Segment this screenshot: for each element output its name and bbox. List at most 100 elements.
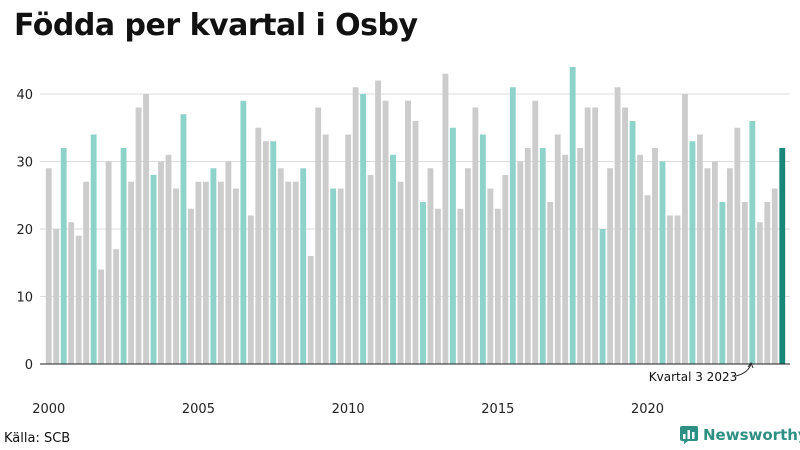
bar: 2006 Q2: 26 — [232, 188, 239, 364]
bar: 2017 Q4: 32 — [577, 148, 584, 364]
bar: 2015 Q2: 28 — [502, 175, 509, 364]
bar: undefined: 26 — [771, 188, 778, 364]
bar: 2010 Q1: 34 — [345, 134, 352, 364]
bar: 2019 Q1: 41 — [614, 87, 621, 364]
x-tick-label: 2005 — [182, 402, 215, 417]
bar: 2004 Q4: 23 — [188, 208, 194, 364]
bar: 2006 Q4: 22 — [247, 215, 254, 364]
bar: 2004 Q2: 26 — [173, 188, 179, 364]
bar: 2020 Q2: 32 — [652, 148, 658, 364]
bar: 2023 Q1: 35 — [734, 127, 741, 364]
bar: 2015 Q1: 23 — [494, 208, 501, 364]
bar: 2012 Q4: 29 — [427, 168, 434, 364]
bar: 2011 Q1: 42 — [375, 80, 381, 364]
x-tick-label: 2015 — [481, 402, 514, 417]
bar: 2009 Q3: 26 — [330, 188, 337, 364]
bar: 2003 Q3: 28 — [150, 175, 157, 364]
y-tick-label: 10 — [16, 291, 33, 306]
y-tick-label: 30 — [16, 156, 33, 171]
y-tick-label: 20 — [16, 223, 33, 238]
bar: 2022 Q1: 29 — [704, 168, 711, 364]
bar: 2011 Q4: 27 — [397, 181, 404, 364]
bar: 2018 Q2: 38 — [592, 107, 599, 364]
bar: 2021 Q4: 34 — [697, 134, 703, 364]
bar: 2000 Q3: 32 — [60, 148, 67, 364]
bar: 2005 Q3: 29 — [210, 168, 217, 364]
bar: 2004 Q3: 37 — [180, 114, 187, 364]
newsworthy-logo: Newsworthy — [680, 426, 800, 444]
bar: 2021 Q2: 40 — [682, 94, 688, 364]
bar: 2004 Q1: 31 — [165, 154, 172, 364]
bar: 2001 Q2: 27 — [83, 181, 90, 364]
bar: 2007 Q4: 29 — [277, 168, 284, 364]
bar: 2003 Q1: 38 — [135, 107, 142, 364]
y-axis-labels: 0 10 20 30 40 — [16, 88, 33, 373]
bar: 2011 Q3: 31 — [390, 154, 396, 364]
bar: 2021 Q3: 33 — [689, 141, 696, 364]
bar: 2015 Q3: 41 — [509, 87, 516, 364]
bar: 2017 Q1: 34 — [554, 134, 561, 364]
bar: 2012 Q2: 36 — [412, 121, 419, 364]
bar: 2020 Q3: 30 — [659, 161, 666, 364]
bar: 2012 Q3: 24 — [420, 202, 426, 364]
bar: 2008 Q1: 27 — [285, 181, 292, 364]
bar: 2000 Q4: 21 — [68, 222, 75, 364]
bar: 2002 Q3: 32 — [120, 148, 127, 364]
bar: 2003 Q2: 40 — [143, 94, 149, 364]
bar: 2014 Q4: 26 — [487, 188, 494, 364]
latest-annotation-text: Kvartal 3 2023 — [649, 370, 737, 384]
bar-chart: 0 10 20 30 40 2000 Q1: 292000 Q2: 202000 Q3:… — [16, 67, 790, 417]
bar: 2014 Q2: 38 — [472, 107, 479, 364]
bar: 2019 Q3: 36 — [629, 121, 636, 364]
bar: 2005 Q4: 27 — [217, 181, 224, 364]
bar: 2014 Q1: 29 — [464, 168, 471, 364]
bar: 2001 Q3: 34 — [90, 134, 97, 364]
bar: 2013 Q4: 23 — [457, 208, 464, 364]
bar: 2023 Q2: 24 — [741, 202, 748, 364]
bar: 2010 Q4: 28 — [367, 175, 374, 364]
chart-logo-icon — [680, 426, 698, 444]
bar: 2010 Q3: 40 — [360, 94, 367, 364]
bar: 2013 Q1: 23 — [435, 208, 441, 364]
bar: 2019 Q4: 31 — [637, 154, 643, 364]
bar: 2008 Q2: 27 — [292, 181, 299, 364]
source-label: Källa: SCB — [4, 431, 71, 446]
bar: 2013 Q2: 43 — [442, 73, 449, 364]
bar: 2007 Q2: 33 — [262, 141, 269, 364]
latest-annotation: Kvartal 3 2023 — [649, 361, 754, 384]
bar: 2001 Q4: 14 — [98, 269, 105, 364]
bar: 2018 Q1: 38 — [584, 107, 591, 364]
annotation-arrowhead — [747, 361, 754, 369]
logo-text: Newsworthy — [703, 426, 800, 444]
bar: 2008 Q3: 29 — [300, 168, 307, 364]
bar: 2007 Q1: 35 — [255, 127, 262, 364]
bar: 2023 Q3: 36 — [749, 121, 756, 364]
bar: 2006 Q3: 39 — [240, 100, 247, 364]
bar: undefined: 21 — [756, 222, 763, 364]
chart-title: Födda per kvartal i Osby — [14, 8, 418, 43]
bar: undefined: 32 — [779, 148, 786, 364]
bar: 2006 Q1: 30 — [225, 161, 232, 364]
x-tick-label: 2010 — [332, 402, 365, 417]
bar: 2017 Q3: 44 — [569, 67, 576, 364]
bar: 2000 Q2: 20 — [53, 229, 60, 364]
bar: 2020 Q4: 22 — [667, 215, 673, 364]
bar: 2001 Q1: 19 — [75, 235, 82, 364]
bar: 2016 Q4: 24 — [547, 202, 554, 364]
bar: 2016 Q3: 32 — [539, 148, 546, 364]
bar: 2022 Q4: 29 — [726, 168, 733, 364]
bar: 2003 Q4: 30 — [158, 161, 164, 364]
x-tick-label: 2020 — [631, 402, 664, 417]
bar: 2000 Q1: 29 — [45, 168, 52, 364]
bar: 2002 Q2: 17 — [113, 249, 120, 364]
bar: 2019 Q2: 38 — [622, 107, 628, 364]
bar: 2018 Q3: 20 — [599, 229, 606, 364]
y-tick-label: 40 — [16, 88, 33, 103]
bar: 2002 Q4: 27 — [128, 181, 134, 364]
bar: 2007 Q3: 33 — [270, 141, 277, 364]
bar: 2009 Q2: 34 — [322, 134, 329, 364]
bars: 2000 Q1: 292000 Q2: 202000 Q3: 322000 Q4… — [45, 67, 786, 364]
bar: 2022 Q3: 24 — [719, 202, 726, 364]
bar: 2012 Q1: 39 — [405, 100, 411, 364]
bar: 2009 Q1: 38 — [315, 107, 322, 364]
